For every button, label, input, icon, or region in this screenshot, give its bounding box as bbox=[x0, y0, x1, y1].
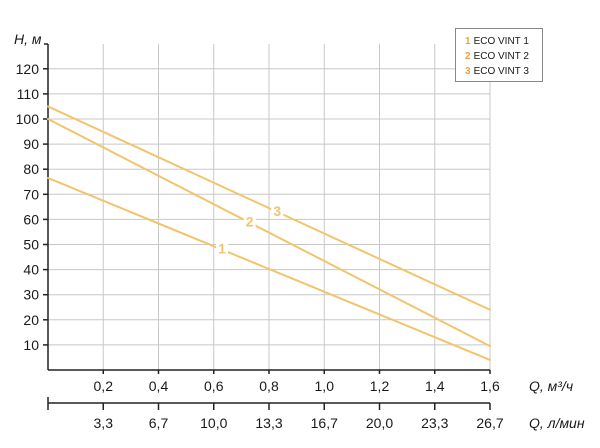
y-tick-label: 110 bbox=[17, 86, 40, 102]
curve-label-1: 1 bbox=[218, 241, 226, 257]
curve-label-3: 3 bbox=[273, 203, 281, 219]
legend-label-3: ECO VINT 3 bbox=[473, 66, 529, 77]
x-tick-label: 0,8 bbox=[259, 378, 279, 394]
x-tick-label: 1,2 bbox=[370, 378, 390, 394]
curve-label-bg bbox=[243, 212, 256, 230]
curve-eco-vint-3 bbox=[47, 105, 491, 311]
tick-labels: 10 20 30 40 50 60 70 80 90 100 110 120 0,2 0,4 0,6 0,8 1… bbox=[14, 31, 585, 431]
x-tick-label: 1,0 bbox=[315, 378, 335, 394]
x-secondary-tick-label: 6,7 bbox=[149, 415, 169, 431]
x-secondary-tick-label: 20,0 bbox=[366, 415, 393, 431]
x-secondary-tick-label: 13,3 bbox=[255, 415, 282, 431]
y-axis-title: H, м bbox=[14, 31, 42, 47]
legend-entry-2: 2 ECO VINT 2 bbox=[465, 49, 542, 64]
x-secondary-tick-label: 23,3 bbox=[421, 415, 448, 431]
curve-label-bg bbox=[216, 239, 229, 257]
x-tick-label: 1,6 bbox=[480, 378, 500, 394]
y-tick-label: 40 bbox=[23, 262, 39, 278]
y-tick-label: 100 bbox=[16, 111, 40, 127]
x-tick-label: 0,4 bbox=[149, 378, 169, 394]
legend-entry-3: 3 ECO VINT 3 bbox=[465, 64, 542, 79]
legend-number-2: 2 bbox=[465, 51, 471, 62]
legend-number-3: 3 bbox=[465, 66, 471, 77]
x-axis-title-secondary: Q, л/мин bbox=[529, 415, 585, 431]
legend-entry-1: 1 ECO VINT 1 bbox=[465, 34, 542, 49]
grid bbox=[48, 44, 491, 370]
axes bbox=[43, 43, 491, 410]
legend-number-1: 1 bbox=[465, 36, 471, 47]
x-secondary-tick-label: 16,7 bbox=[311, 415, 338, 431]
curve-eco-vint-1 bbox=[47, 176, 491, 361]
curve-label-2: 2 bbox=[246, 214, 254, 230]
y-tick-label: 60 bbox=[23, 211, 39, 227]
x-secondary-tick-label: 3,3 bbox=[94, 415, 114, 431]
y-tick-label: 90 bbox=[23, 136, 39, 152]
y-tick-label: 50 bbox=[23, 237, 39, 253]
y-tick-label: 10 bbox=[23, 337, 39, 353]
curves bbox=[47, 105, 491, 361]
y-tick-label: 30 bbox=[23, 287, 39, 303]
legend: 1 ECO VINT 1 2 ECO VINT 2 3 ECO VINT 3 bbox=[455, 28, 543, 82]
x-tick-label: 0,2 bbox=[94, 378, 114, 394]
x-tick-label: 0,6 bbox=[204, 378, 224, 394]
legend-label-1: ECO VINT 1 bbox=[473, 36, 529, 47]
x-axis-title: Q, м³/ч bbox=[529, 378, 573, 394]
x-secondary-tick-label: 26,7 bbox=[476, 415, 503, 431]
curve-label-bg bbox=[271, 201, 284, 219]
legend-label-2: ECO VINT 2 bbox=[473, 51, 529, 62]
y-tick-label: 120 bbox=[16, 61, 40, 77]
x-tick-label: 1,4 bbox=[425, 378, 445, 394]
curve-eco-vint-2 bbox=[47, 118, 491, 348]
x-secondary-tick-label: 10,0 bbox=[200, 415, 227, 431]
y-tick-label: 20 bbox=[23, 312, 39, 328]
y-tick-label: 80 bbox=[23, 161, 39, 177]
y-tick-label: 70 bbox=[23, 186, 39, 202]
